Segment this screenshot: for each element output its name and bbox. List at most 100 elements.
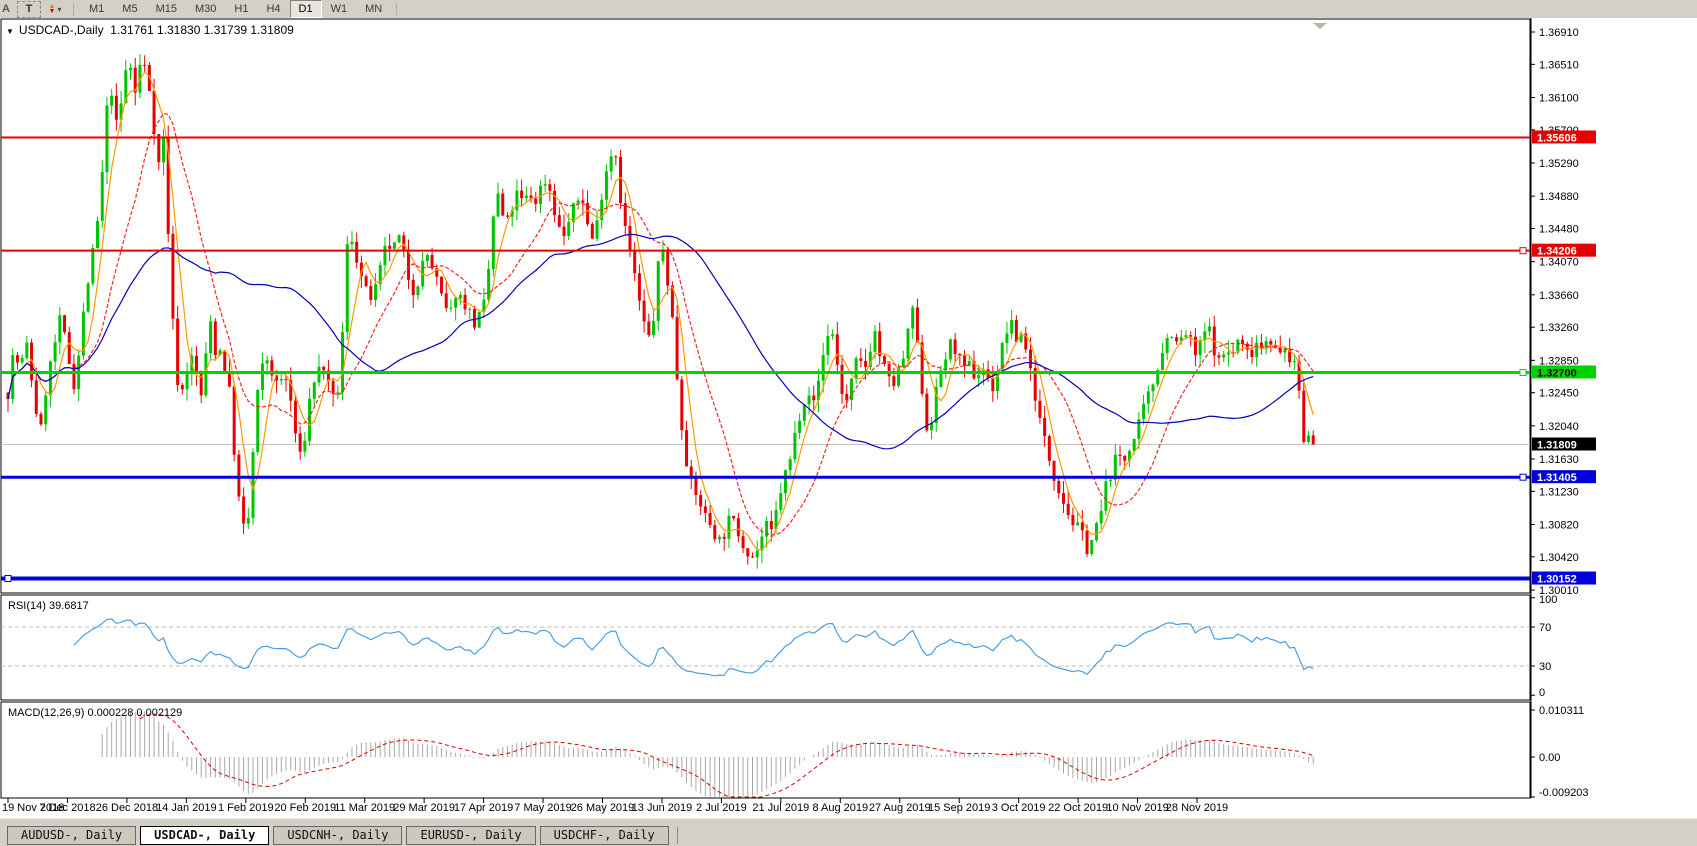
candle-body	[350, 241, 354, 245]
candle-body	[407, 249, 411, 280]
candle-body	[652, 320, 656, 336]
candle-body	[129, 67, 133, 71]
tab-divider	[676, 827, 678, 844]
hline-handle[interactable]	[4, 575, 12, 583]
candle-body	[491, 216, 495, 269]
candle-body	[341, 332, 345, 393]
candle-body	[96, 220, 100, 249]
candle-body	[487, 268, 491, 300]
candle-body	[1052, 460, 1056, 481]
fast-ma-line	[7, 71, 1314, 551]
candle-body	[1033, 368, 1037, 401]
bar-colors-icon[interactable]: ▲ ▼ ▾	[43, 1, 67, 18]
up-down-arrows-icon: ▲ ▼	[48, 3, 56, 15]
candle-body	[25, 342, 29, 358]
candle-body	[246, 517, 250, 524]
macd-axis-label: 0.00	[1539, 752, 1560, 764]
candle-body	[897, 366, 901, 386]
candle-body	[1311, 435, 1315, 445]
candle-body	[1198, 340, 1202, 356]
candle-body	[449, 307, 453, 309]
candle-body	[185, 372, 189, 390]
chart-tab-audusd[interactable]: AUDUSD-, Daily	[7, 826, 137, 845]
candle-body	[86, 283, 90, 312]
hline-handle[interactable]	[1519, 368, 1527, 376]
candle-body	[571, 203, 575, 223]
candle-body	[736, 518, 740, 537]
candle-body	[972, 361, 976, 379]
candle-body	[199, 373, 203, 396]
timeframe-button-d1[interactable]: D1	[289, 0, 322, 18]
candle-body	[251, 452, 255, 518]
chart-tab-usdcad[interactable]: USDCAD-, Daily	[140, 826, 270, 845]
price-tag-label: 1.31405	[1537, 472, 1577, 484]
candle-body	[1066, 503, 1070, 516]
timeframe-button-h4[interactable]: H4	[266, 3, 281, 15]
candle-body	[1245, 343, 1249, 350]
candle-body	[647, 321, 651, 336]
date-axis-label: 13 Jun 2019	[632, 802, 693, 814]
candle-body	[619, 156, 623, 204]
text-tool-icon[interactable]: T	[17, 0, 41, 18]
candle-body	[666, 251, 670, 286]
chart-tab-usdchf[interactable]: USDCHF-, Daily	[539, 826, 669, 845]
price-axis-label: 1.36510	[1539, 59, 1579, 71]
candle-body	[444, 293, 448, 308]
timeframe-button-w1[interactable]: W1	[330, 3, 348, 15]
candle-body	[331, 380, 335, 394]
candle-body	[402, 235, 406, 250]
candle-body	[477, 312, 481, 328]
candle-body	[194, 355, 198, 374]
candle-body	[1123, 455, 1127, 461]
candle-body	[628, 225, 632, 251]
candle-body	[1142, 403, 1146, 420]
candle-body	[124, 70, 128, 104]
candle-body	[39, 413, 43, 425]
date-axis-label: 20 Feb 2019	[274, 802, 336, 814]
price-chart[interactable]: 1.369101.365101.361001.357001.352901.348…	[0, 18, 1697, 818]
candle-body	[1014, 320, 1018, 342]
candle-body	[948, 339, 952, 360]
date-axis-label: 2 Jul 2019	[696, 802, 747, 814]
date-axis-label: 21 Jul 2019	[752, 802, 809, 814]
rsi-axis-label: 70	[1539, 622, 1551, 634]
chart-shift-marker[interactable]	[1313, 23, 1327, 29]
candle-body	[53, 342, 57, 362]
timeframe-button-mn[interactable]: MN	[365, 3, 383, 15]
price-axis-label: 1.36910	[1539, 27, 1579, 39]
timeframe-button-h1[interactable]: H1	[234, 3, 249, 15]
candle-body	[1222, 354, 1226, 358]
main-panel	[0, 18, 1531, 594]
candle-body	[1212, 326, 1216, 356]
candle-body	[642, 300, 646, 322]
candle-body	[440, 276, 444, 294]
date-axis-label: 7 Dec 2018	[39, 802, 95, 814]
timeframe-button-m15[interactable]: M15	[155, 3, 177, 15]
timeframe-button-m5[interactable]: M5	[122, 3, 138, 15]
chart-tab-eurusd[interactable]: EURUSD-, Daily	[406, 826, 536, 845]
timeframe-button-m30[interactable]: M30	[194, 3, 217, 15]
chart-tab-usdcnh[interactable]: USDCNH-, Daily	[273, 826, 403, 845]
date-axis-label: 1 Feb 2019	[218, 802, 274, 814]
macd-panel	[0, 701, 1531, 799]
candle-body	[783, 470, 787, 494]
candle-body	[788, 459, 792, 471]
candle-body	[1156, 370, 1160, 385]
timeframe-button-m1[interactable]: M1	[89, 3, 105, 15]
candle-body	[774, 509, 778, 530]
candle-body	[694, 476, 698, 495]
macd-signal-line	[139, 713, 1314, 798]
candle-body	[548, 184, 552, 191]
date-axis-label: 28 Nov 2019	[1166, 802, 1228, 814]
hline-handle[interactable]	[1519, 473, 1527, 481]
hline-handle[interactable]	[1519, 247, 1527, 255]
candle-body	[958, 354, 962, 356]
candle-body	[595, 220, 599, 239]
candle-body	[873, 331, 877, 352]
candle-body	[510, 210, 514, 217]
candle-body	[534, 198, 538, 204]
candle-body	[864, 360, 868, 368]
dropdown-caret-icon[interactable]: ▾	[57, 4, 62, 14]
price-tag	[1532, 365, 1596, 379]
candle-body	[1255, 342, 1259, 358]
